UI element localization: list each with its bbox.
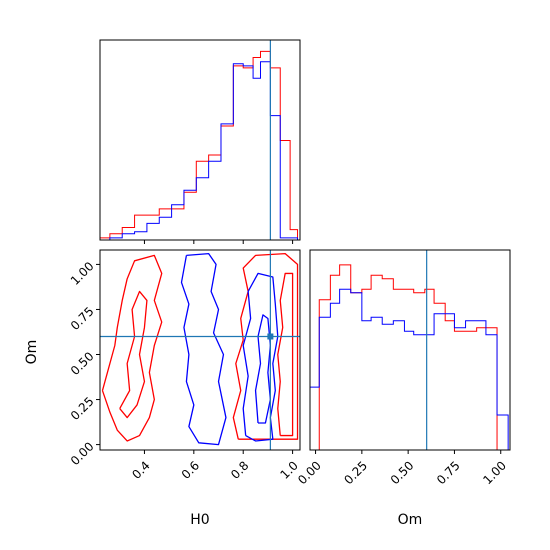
om-marginal-frame: [309, 249, 511, 451]
x-axis-title-h0: H0: [190, 512, 209, 528]
h0-marginal-frame: [99, 39, 301, 241]
contour-line-inner-right: [277, 272, 294, 437]
contour-frame: [99, 249, 301, 451]
truth-marker: [267, 333, 274, 340]
x-axis-title-om: Om: [398, 512, 423, 528]
contour-line-inner-left: [119, 290, 148, 419]
h0-marginal-panel: [99, 39, 301, 244]
contour-line-outer-left: [101, 254, 163, 442]
contour-line-core: [254, 314, 272, 424]
contour-line-inner: [242, 272, 279, 442]
contour-lines-group: [101, 252, 299, 446]
om-histogram-series-0: [310, 264, 509, 451]
contour-line-outer: [180, 252, 227, 446]
om-histogram-series-1: [309, 288, 509, 450]
h0-histogram-series-0: [99, 50, 299, 240]
y-axis-title-om: Om: [24, 340, 40, 365]
